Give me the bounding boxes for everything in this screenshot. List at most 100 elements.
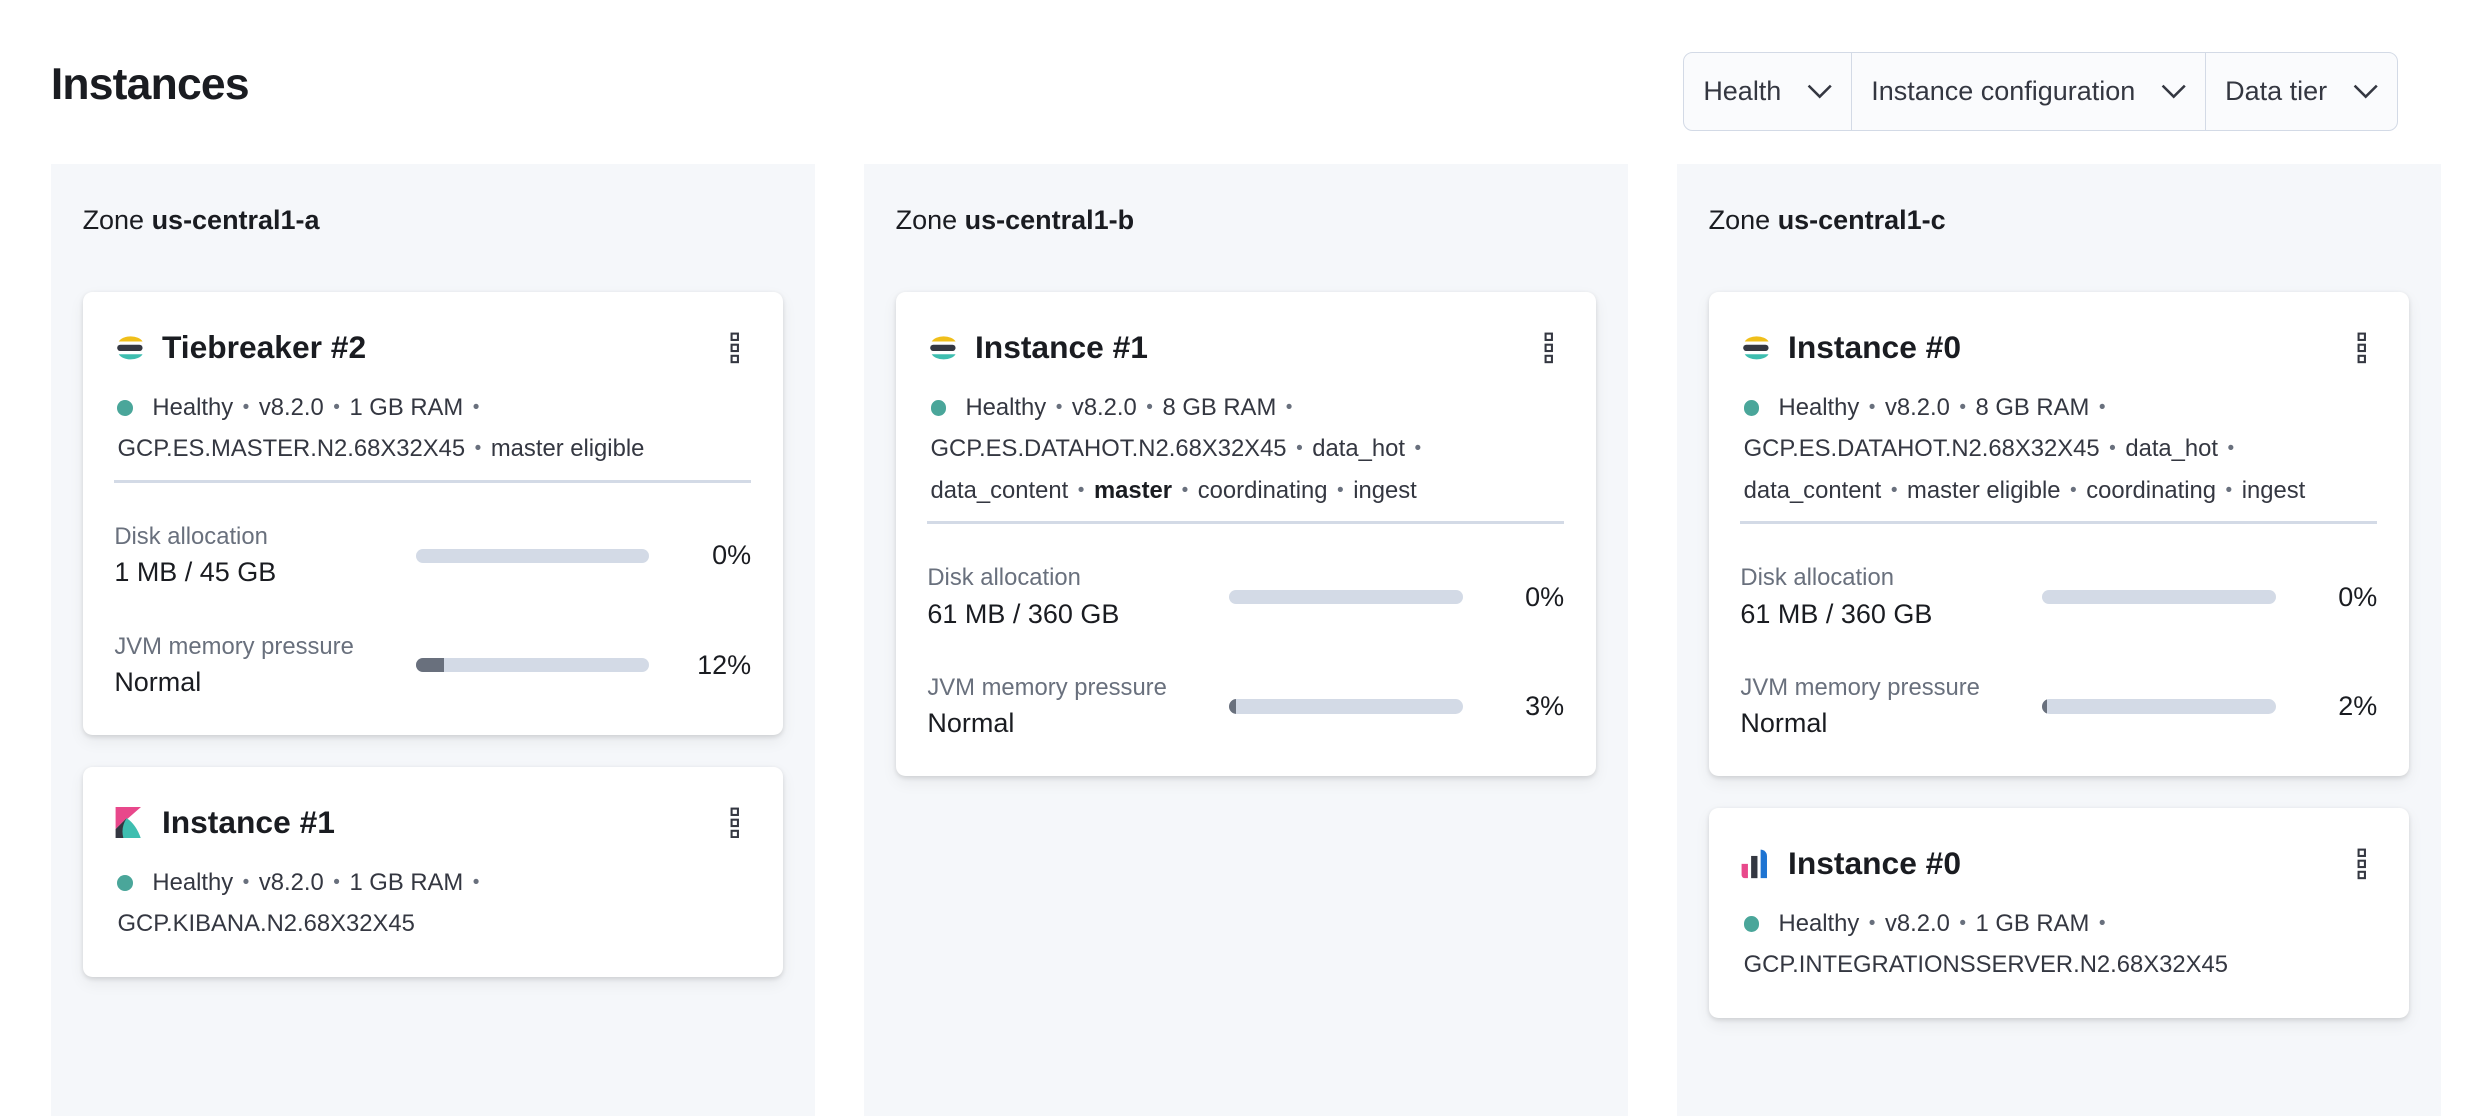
meta-item: ingest bbox=[2241, 476, 2306, 504]
separator-dot: • bbox=[2227, 438, 2235, 460]
page-title: Instances bbox=[50, 60, 250, 110]
metric-percent: 2% bbox=[2338, 691, 2378, 722]
meta-line: Healthy • v8.2.0 • 1 GB RAM • bbox=[1740, 904, 2377, 945]
instance-name[interactable]: Instance #0 bbox=[1788, 329, 1961, 366]
instance-meta: Healthy • v8.2.0 • 1 GB RAM • GCP.KIBANA.N2.68… bbox=[114, 862, 751, 945]
separator-dot: • bbox=[1285, 397, 1293, 419]
separator-dot: • bbox=[1055, 397, 1063, 419]
metric-text: Disk allocation 1 MB / 45 GB bbox=[114, 523, 416, 588]
separator-dot: • bbox=[333, 871, 340, 893]
kebab-menu-icon[interactable] bbox=[2345, 848, 2377, 880]
instance-name[interactable]: Instance #1 bbox=[974, 329, 1148, 366]
instance-card: Tiebreaker #2 Healthy • v8.2.0 • 1 GB RAM • GCP… bbox=[82, 292, 783, 736]
meta-line: GCP.INTEGRATIONSSERVER.N2.68X32X45 bbox=[1740, 945, 2377, 986]
progress-bar bbox=[1229, 589, 1463, 605]
instance-name[interactable]: Instance #1 bbox=[161, 804, 335, 841]
instance-card: Instance #1 Healthy • v8.2.0 • 1 GB RAM • GCP.K… bbox=[82, 767, 783, 977]
zone-prefix: Zone bbox=[1708, 204, 1771, 235]
health-status-dot bbox=[1743, 400, 1760, 417]
instance-card: Instance #0 Healthy • v8.2.0 • 8 GB RAM • GCP.E… bbox=[1708, 292, 2409, 777]
instance-card: Instance #0 Healthy • v8.2.0 • 1 GB RAM • GCP.I… bbox=[1708, 808, 2409, 1018]
meta-item: Healthy bbox=[1778, 910, 1860, 938]
separator-dot: • bbox=[242, 871, 250, 893]
metric-label: Disk allocation bbox=[1740, 564, 1894, 592]
health-status-dot bbox=[930, 400, 947, 417]
divider bbox=[927, 520, 1565, 524]
meta-item: 1 GB RAM bbox=[1975, 910, 2090, 938]
meta-item: Healthy bbox=[1778, 394, 1860, 422]
elasticsearch-icon bbox=[114, 330, 149, 365]
meta-item: 8 GB RAM bbox=[1975, 394, 2090, 422]
filter-data-tier[interactable]: Data tier bbox=[2206, 53, 2397, 129]
instance-name[interactable]: Instance #0 bbox=[1788, 845, 1961, 882]
metric-percent: 0% bbox=[1525, 581, 1565, 612]
progress-bar bbox=[2042, 699, 2276, 714]
kebab-menu-icon[interactable] bbox=[1532, 332, 1564, 364]
kebab-menu-icon[interactable] bbox=[2345, 332, 2377, 364]
zone-header: Zone us-central1-b bbox=[896, 205, 1134, 236]
meta-item: data_hot bbox=[1312, 435, 1405, 463]
separator-dot: • bbox=[474, 438, 482, 460]
meta-item: 1 GB RAM bbox=[349, 394, 464, 422]
metric-label: JVM memory pressure bbox=[927, 673, 1167, 701]
meta-item: GCP.ES.DATAHOT.N2.68X32X45 bbox=[930, 435, 1287, 463]
metric-value: Normal bbox=[1740, 708, 1828, 739]
filter-health[interactable]: Health bbox=[1684, 53, 1853, 130]
meta-item: v8.2.0 bbox=[1884, 394, 1950, 422]
instance-name[interactable]: Tiebreaker #2 bbox=[161, 329, 367, 366]
instance-meta: Healthy • v8.2.0 • 8 GB RAM • GCP.ES.DATAHOT.N… bbox=[1740, 387, 2377, 511]
separator-dot: • bbox=[1296, 438, 1303, 460]
kebab-menu-icon[interactable] bbox=[719, 332, 751, 364]
meta-item: v8.2.0 bbox=[258, 394, 324, 422]
meta-item: GCP.ES.MASTER.N2.68X32X45 bbox=[117, 435, 466, 463]
separator-dot: • bbox=[1868, 397, 1876, 419]
separator-dot: • bbox=[1181, 479, 1189, 501]
health-status-dot bbox=[1743, 916, 1760, 933]
integrations-server-icon bbox=[1740, 846, 1775, 881]
metric-text: JVM memory pressure Normal bbox=[114, 633, 416, 698]
meta-item: coordinating bbox=[1197, 476, 1328, 504]
metric-percent: 12% bbox=[697, 649, 752, 680]
meta-line: GCP.ES.DATAHOT.N2.68X32X45 • data_hot • bbox=[1740, 429, 2377, 470]
meta-item: v8.2.0 bbox=[258, 868, 324, 896]
meta-line: Healthy • v8.2.0 • 1 GB RAM • bbox=[114, 862, 751, 903]
metric-row: JVM memory pressure Normal 3% bbox=[927, 668, 1564, 744]
metric-row: JVM memory pressure Normal 12% bbox=[114, 627, 751, 703]
metric-percent: 0% bbox=[2338, 581, 2378, 612]
divider bbox=[1740, 520, 2378, 524]
filter-instance-configuration[interactable]: Instance configuration bbox=[1852, 53, 2207, 130]
metric-row: Disk allocation 1 MB / 45 GB 0% bbox=[114, 518, 751, 594]
instance-card: Instance #1 Healthy • v8.2.0 • 8 GB RAM • GCP.E… bbox=[895, 292, 1596, 777]
metric-label: Disk allocation bbox=[114, 523, 268, 551]
meta-line: GCP.ES.DATAHOT.N2.68X32X45 • data_hot • bbox=[927, 429, 1564, 470]
instance-meta: Healthy • v8.2.0 • 1 GB RAM • GCP.ES.MASTER.N2… bbox=[114, 387, 751, 470]
elasticsearch-icon bbox=[927, 330, 962, 365]
separator-dot: • bbox=[1077, 479, 1085, 501]
health-status-dot bbox=[117, 400, 134, 417]
health-status-dot bbox=[117, 874, 134, 891]
meta-item: Healthy bbox=[152, 394, 234, 422]
meta-item: ingest bbox=[1353, 476, 1417, 504]
separator-dot: • bbox=[1890, 479, 1898, 501]
divider bbox=[114, 479, 752, 483]
separator-dot: • bbox=[2109, 438, 2116, 460]
chevron-down-icon bbox=[2135, 76, 2186, 107]
zone-header: Zone us-central1-a bbox=[83, 205, 320, 236]
meta-line: Healthy • v8.2.0 • 8 GB RAM • bbox=[1740, 387, 2377, 428]
progress-bar bbox=[416, 548, 650, 563]
metric-label: JVM memory pressure bbox=[1740, 673, 1980, 701]
zone-column: Zone us-central1-b Instance #1 Healthy • v8.… bbox=[863, 163, 1628, 1116]
metric-value: 1 MB / 45 GB bbox=[114, 557, 277, 588]
meta-line: Healthy • v8.2.0 • 1 GB RAM • bbox=[114, 387, 751, 428]
progress-bar bbox=[1229, 699, 1463, 714]
separator-dot: • bbox=[2070, 479, 2077, 501]
metric-value: 61 MB / 360 GB bbox=[927, 598, 1120, 629]
separator-dot: • bbox=[2225, 479, 2233, 501]
meta-item: 8 GB RAM bbox=[1162, 394, 1277, 422]
elasticsearch-icon bbox=[1740, 330, 1775, 365]
zone-name: us-central1-c bbox=[1777, 204, 1946, 235]
kebab-menu-icon[interactable] bbox=[719, 807, 751, 839]
separator-dot: • bbox=[242, 397, 250, 419]
meta-item: master bbox=[1093, 476, 1173, 504]
meta-item: data_content bbox=[930, 476, 1069, 504]
